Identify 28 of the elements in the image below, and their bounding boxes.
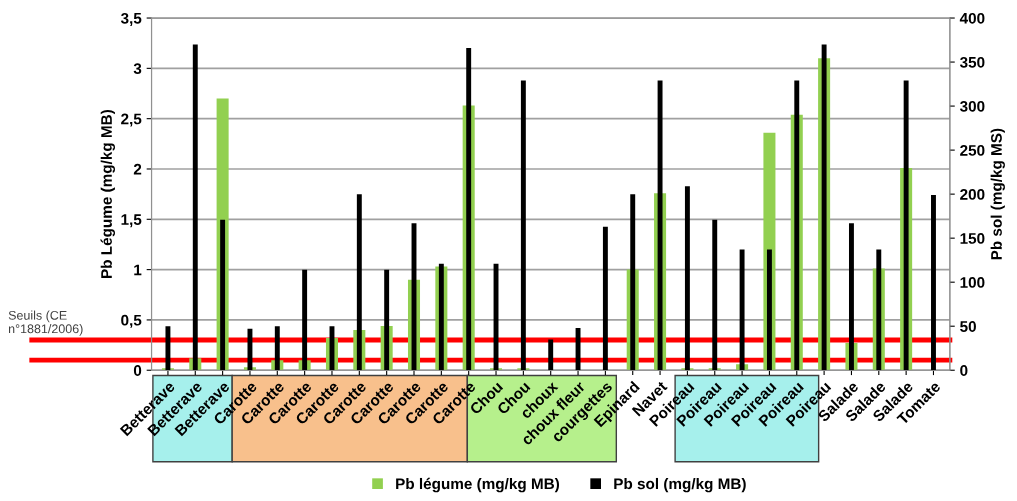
text: Seuils (CE n°1881/2006) — [8, 310, 83, 336]
y-tick-label: 0 — [133, 365, 142, 376]
y-tick-label: 1,5 — [121, 214, 142, 228]
legend-label: Pb sol (mg/kg MB) — [614, 477, 746, 493]
bar — [931, 195, 936, 371]
y-tick-label: 3 — [133, 63, 142, 75]
y2-tick-label: 100 — [960, 277, 985, 288]
y-tick-label: 3,5 — [120, 12, 142, 26]
y2-tick-label: 50 — [960, 321, 976, 332]
y2-tick-label: 300 — [959, 100, 985, 112]
bar — [548, 339, 554, 371]
bar — [575, 327, 581, 371]
y2-tick-label: 200 — [960, 189, 985, 200]
y-tick-label: 2 — [133, 163, 142, 175]
legend-label: Pb légume (mg/kg MB) — [396, 477, 560, 493]
y2-tick-label: 0 — [960, 365, 968, 376]
y-tick-label: 1 — [134, 264, 142, 276]
y2-tick-label: 250 — [960, 144, 985, 156]
y2-axis-title: Pb sol (mg/kg MS) — [990, 128, 1005, 260]
bar — [602, 226, 608, 371]
y-tick-label: 0,5 — [121, 314, 142, 328]
y2-tick-label: 150 — [960, 233, 985, 244]
y2-tick-label: 350 — [959, 56, 985, 68]
bar — [766, 249, 772, 371]
y-tick-label: 2,5 — [121, 113, 142, 127]
bar — [220, 219, 226, 371]
y-axis-title: Pb Légume (mg/kg MB) — [100, 110, 116, 278]
y2-tick-label: 400 — [959, 12, 985, 24]
